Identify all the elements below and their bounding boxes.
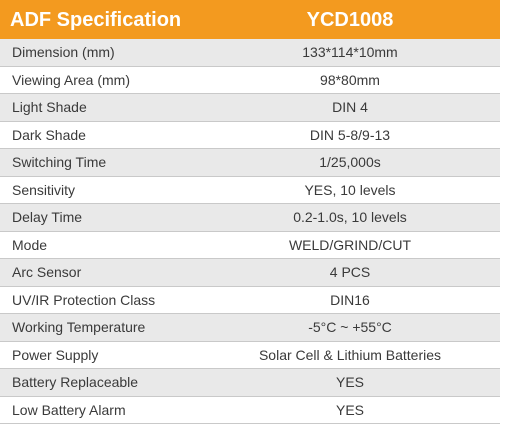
spec-row: Sensitivity YES, 10 levels <box>0 177 500 204</box>
spec-label: Working Temperature <box>12 319 146 335</box>
spec-row: Low Battery Alarm YES <box>0 397 500 424</box>
spec-label: Battery Replaceable <box>12 374 139 390</box>
spec-label: Viewing Area (mm) <box>12 71 131 88</box>
spec-row: Viewing Area (mm) 98*80mm <box>0 67 500 94</box>
spec-row: Delay Time 0.2-1.0s, 10 levels <box>0 204 500 232</box>
spec-value: DIN16 <box>330 291 370 308</box>
header-bar: ADF Specification YCD1008 <box>0 0 500 39</box>
spec-row: Battery Replaceable YES <box>0 369 500 397</box>
spec-label: Switching Time <box>12 154 107 170</box>
spec-label: Delay Time <box>12 209 83 225</box>
spec-value: 1/25,000s <box>319 154 381 170</box>
spec-value: YES <box>335 374 364 390</box>
spec-label: Light Shade <box>12 99 87 115</box>
spec-value: DIN 5-8/9-13 <box>309 126 391 143</box>
spec-row: Mode WELD/GRIND/CUT <box>0 232 500 259</box>
spec-value: YES, 10 levels <box>304 181 396 198</box>
spec-row: Light Shade DIN 4 <box>0 94 500 122</box>
spec-value: 98*80mm <box>320 71 380 88</box>
spec-value: 133*114*10mm <box>302 44 398 60</box>
spec-value: DIN 4 <box>332 99 368 115</box>
spec-row: Working Temperature -5°C ~ +55°C <box>0 314 500 342</box>
header-model: YCD1008 <box>306 9 394 31</box>
spec-value: YES <box>335 401 364 418</box>
header-title: ADF Specification <box>10 9 182 31</box>
spec-label: Low Battery Alarm <box>12 401 126 418</box>
spec-row: Dimension (mm) 133*114*10mm <box>0 39 500 67</box>
spec-label: Dark Shade <box>12 126 86 143</box>
spec-value: Solar Cell & Lithium Batteries <box>258 346 442 363</box>
spec-value: WELD/GRIND/CUT <box>288 236 412 253</box>
spec-row: Power Supply Solar Cell & Lithium Batteri… <box>0 342 500 369</box>
spec-row: Dark Shade DIN 5-8/9-13 <box>0 122 500 149</box>
spec-label: Arc Sensor <box>12 264 82 280</box>
spec-label: Dimension (mm) <box>12 44 115 60</box>
spec-value: 4 PCS <box>329 264 371 280</box>
spec-row: Arc Sensor 4 PCS <box>0 259 500 287</box>
spec-value: -5°C ~ +55°C <box>308 319 392 335</box>
spec-value: 0.2-1.0s, 10 levels <box>293 209 407 225</box>
spec-label: Sensitivity <box>12 181 76 198</box>
spec-label: Mode <box>12 236 48 253</box>
spec-row: Switching Time 1/25,000s <box>0 149 500 177</box>
spec-row: UV/IR Protection Class DIN16 <box>0 287 500 314</box>
spec-label: UV/IR Protection Class <box>12 291 156 308</box>
spec-label: Power Supply <box>12 346 99 363</box>
